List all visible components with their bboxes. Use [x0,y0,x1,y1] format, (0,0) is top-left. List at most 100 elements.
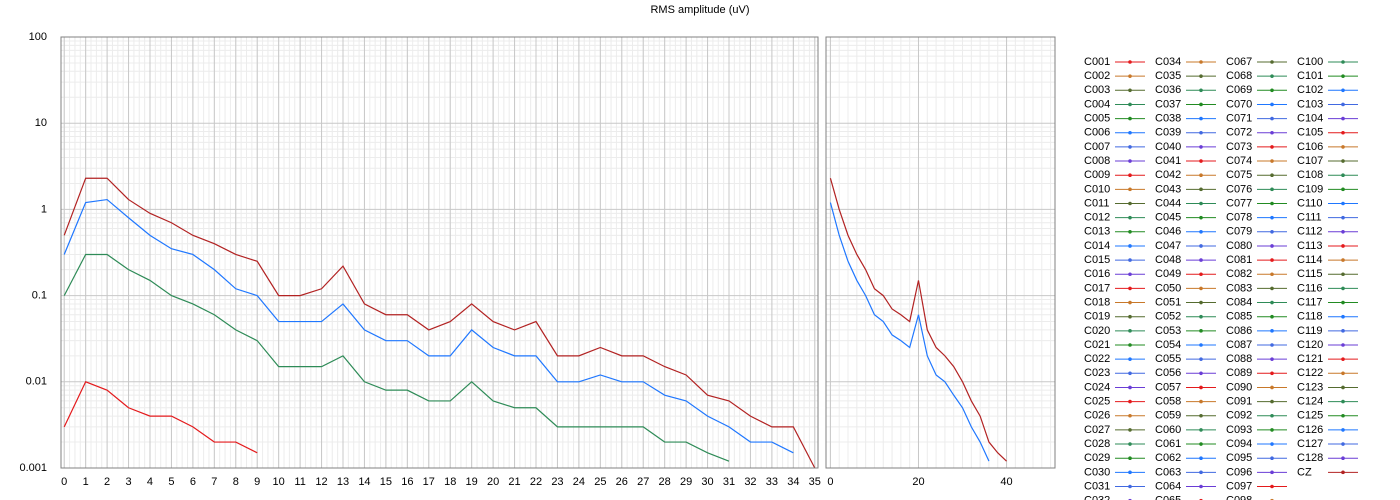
legend-dot [1270,371,1274,376]
x-tick-label: 17 [423,476,435,488]
legend-label: C083 [1226,282,1252,294]
legend-dot [1341,314,1345,319]
legend-dot [1128,484,1132,489]
legend-label: C018 [1084,296,1110,308]
legend-label: C075 [1226,169,1252,181]
legend-label: C068 [1226,70,1252,82]
legend-dot [1341,88,1345,93]
legend-label: C122 [1297,367,1323,379]
x-tick-label: 9 [254,476,260,488]
legend-dot [1270,201,1274,206]
legend-dot [1199,286,1203,291]
legend-dot [1270,173,1274,177]
x-tick-label: 11 [294,476,305,488]
legend-dot [1270,230,1274,234]
legend-dot [1128,314,1132,319]
legend-dot [1341,357,1345,361]
legend-label: C019 [1084,311,1110,323]
legend-label: C061 [1155,438,1181,450]
legend-label: C058 [1155,396,1181,408]
legend-dot [1341,399,1345,404]
series-line [63,198,794,454]
plot-frame [825,36,1056,469]
x-tick-label: 2 [104,476,110,488]
legend-label: C040 [1155,141,1181,153]
legend-label: C085 [1226,311,1252,323]
legend-label: C116 [1297,282,1322,294]
y-tick-label: 100 [29,31,47,43]
legend-label: C002 [1084,70,1110,82]
legend-dot [1270,442,1274,446]
legend-label: C052 [1155,311,1181,323]
legend-dot [1199,428,1203,432]
legend-dot [1199,215,1203,220]
legend-dot [1128,159,1132,163]
y-tick-label: 0.001 [19,462,47,474]
x-tick-label: 15 [380,476,392,488]
legend-label: C113 [1297,240,1322,252]
x-tick-label: 21 [508,476,520,488]
legend-label: C008 [1084,155,1110,167]
legend-dot [1199,470,1203,475]
legend-dot [1341,145,1345,149]
legend-dot [1199,399,1203,404]
legend-label: C001 [1084,56,1110,68]
legend-dot [1128,286,1132,291]
legend-label: C009 [1084,169,1110,181]
legend-dot [1270,428,1274,432]
legend-label: C048 [1155,254,1181,266]
x-tick-label: 3 [125,476,131,488]
legend-dot [1341,258,1345,262]
legend-dot [1128,201,1132,206]
legend-label: C015 [1084,254,1110,266]
legend-dot [1128,399,1132,404]
legend-dot [1128,428,1132,432]
legend-label: C023 [1084,367,1110,379]
legend-label: C043 [1155,183,1181,195]
legend-dot [1341,300,1345,305]
legend-dot [1270,258,1274,262]
legend-dot [1270,215,1274,220]
legend-dot [1199,329,1203,333]
legend-dot [1199,201,1203,206]
x-tick-label: 6 [190,476,196,488]
legend-label: C098 [1226,495,1252,500]
legend-dot [1128,230,1132,234]
legend-dot [1270,159,1274,163]
legend-label: CZ [1297,466,1312,478]
legend-label: C102 [1297,84,1323,96]
legend-dot [1270,399,1274,404]
legend-label: C088 [1226,353,1252,365]
legend-label: C107 [1297,155,1323,167]
legend-label: C108 [1297,169,1323,181]
legend-dot [1270,314,1274,319]
legend-label: C070 [1226,98,1252,110]
legend-dot [1128,329,1132,333]
plot-area [826,37,1055,468]
legend-label: C079 [1226,226,1252,238]
x-tick-label: 27 [637,476,649,488]
legend-dot [1199,244,1203,248]
legend-label: C026 [1084,410,1110,422]
legend-label: C034 [1155,56,1181,68]
series-line [829,178,1007,462]
x-tick-label: 20 [487,476,499,488]
legend-label: C124 [1297,396,1323,408]
legend-label: C038 [1155,113,1181,125]
legend-label: C118 [1297,311,1322,323]
legend-dot [1341,456,1345,461]
legend-label: C074 [1226,155,1252,167]
legend-label: C027 [1084,424,1110,436]
series-line [63,381,258,454]
legend-label: C005 [1084,113,1110,125]
legend-dot [1270,74,1274,78]
legend-label: C039 [1155,127,1181,139]
legend-label: C082 [1226,268,1252,280]
legend-label: C045 [1155,212,1181,224]
legend-label: C030 [1084,466,1110,478]
legend-dot [1199,484,1203,489]
legend-label: C110 [1297,197,1322,209]
legend-label: C123 [1297,381,1323,393]
legend-dot [1128,130,1132,135]
